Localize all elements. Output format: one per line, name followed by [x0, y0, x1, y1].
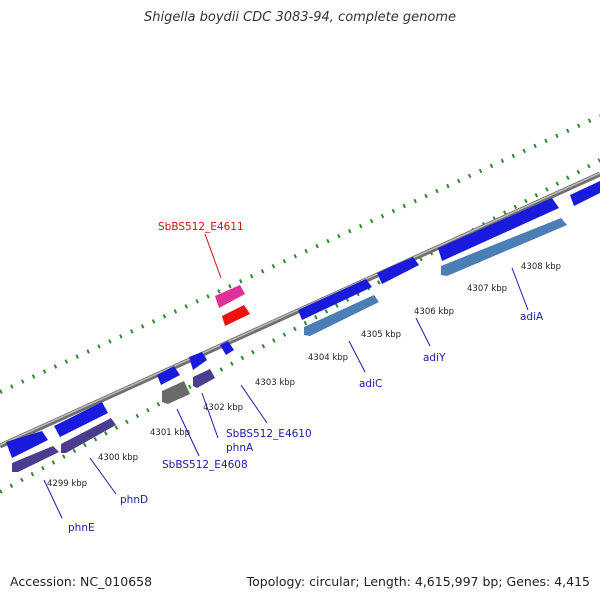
kbp-label: 4304 kbp — [308, 353, 348, 363]
forward-genes — [6, 181, 600, 458]
leader-lines — [43, 233, 529, 519]
gene-phnA-rev[interactable] — [193, 369, 215, 388]
kbp-label: 4301 kbp — [150, 428, 190, 438]
gene-label-phnE[interactable]: phnE — [68, 522, 95, 534]
gene-small-1[interactable] — [157, 366, 180, 385]
kbp-label: 4308 kbp — [521, 262, 561, 272]
lower-tick-track — [0, 158, 600, 494]
reverse-genes — [12, 218, 567, 472]
gene-phnD-fwd[interactable] — [54, 402, 108, 437]
kbp-label: 4303 kbp — [255, 378, 295, 388]
gene-adiC-fwd[interactable] — [298, 279, 372, 320]
gene-e4611-red[interactable] — [222, 305, 250, 326]
accession-text: Accession: NC_010658 — [10, 574, 153, 589]
gene-adiY-fwd[interactable] — [377, 257, 419, 284]
kbp-label: 4307 kbp — [467, 284, 507, 294]
gene-label-e4610[interactable]: SbBS512_E4610 — [226, 428, 312, 440]
gene-label-phnA[interactable]: phnA — [226, 442, 254, 454]
gene-labels: SbBS512_E4611 phnE phnD SbBS512_E4608 ph… — [68, 221, 544, 534]
kbp-label: 4305 kbp — [361, 330, 401, 340]
map-title: Shigella boydii CDC 3083-94, complete ge… — [143, 10, 457, 25]
gene-label-phnD[interactable]: phnD — [120, 494, 148, 506]
gene-label-adiY[interactable]: adiY — [423, 352, 446, 364]
gene-small-3[interactable] — [220, 341, 234, 355]
gene-e4611-pink[interactable] — [215, 285, 245, 308]
gene-adiC-rev[interactable] — [304, 295, 379, 336]
kbp-label: 4306 kbp — [414, 307, 454, 317]
gene-label-e4611[interactable]: SbBS512_E4611 — [158, 221, 244, 233]
gene-adiA-rev[interactable] — [441, 218, 567, 276]
kbp-label: 4300 kbp — [98, 453, 138, 463]
kbp-label: 4299 kbp — [47, 479, 87, 489]
gene-e4608[interactable] — [162, 381, 190, 404]
gene-edge-fwd[interactable] — [570, 181, 600, 206]
gene-phnE-fwd[interactable] — [6, 431, 48, 458]
gene-adiA-fwd[interactable] — [438, 198, 559, 261]
gene-label-adiA[interactable]: adiA — [520, 311, 544, 323]
genome-stats-text: Topology: circular; Length: 4,615,997 bp… — [246, 574, 590, 589]
kbp-labels: 4299 kbp 4300 kbp 4301 kbp 4302 kbp 4303… — [47, 262, 561, 489]
gene-label-adiC[interactable]: adiC — [359, 378, 382, 390]
gene-phnD-rev[interactable] — [61, 418, 116, 453]
gene-small-2[interactable] — [189, 352, 207, 370]
kbp-label: 4302 kbp — [203, 403, 243, 413]
gene-phnE-rev[interactable] — [12, 446, 59, 472]
gene-label-e4608[interactable]: SbBS512_E4608 — [162, 459, 248, 471]
upper-tick-track — [0, 114, 600, 394]
